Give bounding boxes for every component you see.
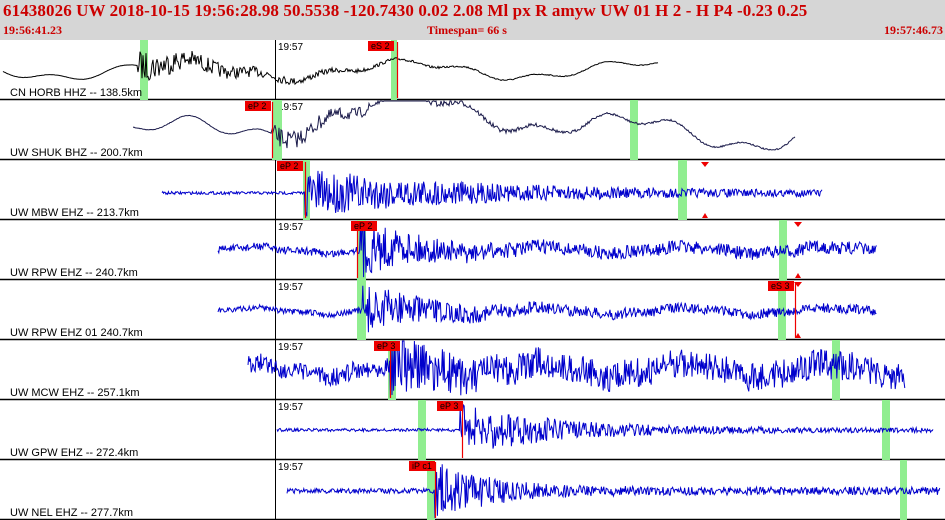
station-label: UW MBW EHZ -- 213.7km (10, 207, 139, 219)
pick-marker-top (794, 282, 802, 287)
pick-window[interactable] (303, 160, 310, 220)
trace-row[interactable]: 19:57 iP c1 UW NEL EHZ -- 277.7km (0, 460, 945, 520)
trace-row[interactable]: 19:57 eS 2 CN HORB HHZ -- 138.5km (0, 40, 945, 101)
station-label: UW RPW EHZ -- 240.7km (10, 267, 138, 279)
start-time: 19:56:41.23 (3, 23, 62, 37)
pick-label-box[interactable] (409, 461, 435, 471)
pick-marker-top (794, 222, 802, 227)
trace-row[interactable]: 19:57 eP 3 UW GPW EHZ -- 272.4km (0, 400, 945, 461)
trace-row[interactable]: 19:57 eP 2 UW RPW EHZ -- 240.7km (0, 220, 945, 281)
waveform (276, 403, 934, 449)
pick-label-box[interactable] (768, 281, 794, 291)
pick-label: eP 2 (248, 101, 266, 111)
tick-label: 19:57 (278, 282, 303, 293)
tick-label: 19:57 (278, 462, 303, 473)
waveform (217, 221, 877, 278)
pick-marker-bottom (702, 213, 708, 218)
waveform (2, 51, 659, 86)
pick-label-box[interactable] (351, 221, 377, 231)
trace-row[interactable]: 19:57 eP 2 UW SHUK BHZ -- 200.7km (0, 99, 945, 161)
pick-window[interactable] (427, 460, 435, 520)
pick-label-box[interactable] (374, 341, 400, 351)
station-label: UW NEL EHZ -- 277.7km (10, 507, 133, 519)
station-label: UW RPW EHZ 01 240.7km (10, 327, 143, 339)
pick-label: eP 2 (280, 161, 298, 171)
pick-label: eS 3 (771, 281, 790, 291)
station-label: UW GPW EHZ -- 272.4km (10, 447, 138, 459)
pick-label: iP c1 (412, 461, 432, 471)
pick-window[interactable] (630, 100, 638, 160)
tick-label: 19:57 (278, 402, 303, 413)
pick-window[interactable] (272, 100, 282, 160)
pick-marker-bottom (795, 333, 801, 338)
timespan-label: Timespan= 66 s (427, 23, 507, 37)
waveform (132, 99, 796, 151)
trace-row[interactable]: 19:57 eP 3 UW MCW EHZ -- 257.1km (0, 340, 945, 401)
pick-label-box[interactable] (437, 401, 463, 411)
tick-label: 19:57 (278, 42, 303, 53)
pick-window[interactable] (832, 340, 840, 400)
station-label: UW MCW EHZ -- 257.1km (10, 387, 140, 399)
pick-label-box[interactable] (245, 101, 271, 111)
pick-label: eP 2 (354, 221, 372, 231)
pick-window[interactable] (391, 40, 397, 100)
waveform (286, 464, 941, 519)
tick-label: 19:57 (278, 342, 303, 353)
pick-label-box[interactable] (277, 161, 303, 171)
pick-label: eS 2 (371, 41, 390, 51)
pick-marker-top (701, 162, 709, 167)
trace-row[interactable]: 19:57 eS 3 UW RPW EHZ 01 240.7km (0, 280, 945, 341)
end-time: 19:57:46.73 (884, 23, 943, 37)
station-label: UW SHUK BHZ -- 200.7km (10, 147, 143, 159)
waveform (217, 285, 877, 333)
event-title: 61438026 UW 2018-10-15 19:56:28.98 50.55… (3, 1, 808, 20)
header-bar: 61438026 UW 2018-10-15 19:56:28.98 50.55… (0, 0, 945, 40)
waveform (247, 340, 906, 398)
waveform (161, 170, 823, 217)
pick-label: eP 3 (377, 341, 395, 351)
station-label: CN HORB HHZ -- 138.5km (10, 87, 142, 99)
pick-marker-bottom (795, 273, 801, 278)
tick-label: 19:57 (278, 222, 303, 233)
pick-label: eP 3 (440, 401, 458, 411)
tick-label: 19:57 (278, 102, 303, 113)
pick-label-box[interactable] (368, 41, 394, 51)
